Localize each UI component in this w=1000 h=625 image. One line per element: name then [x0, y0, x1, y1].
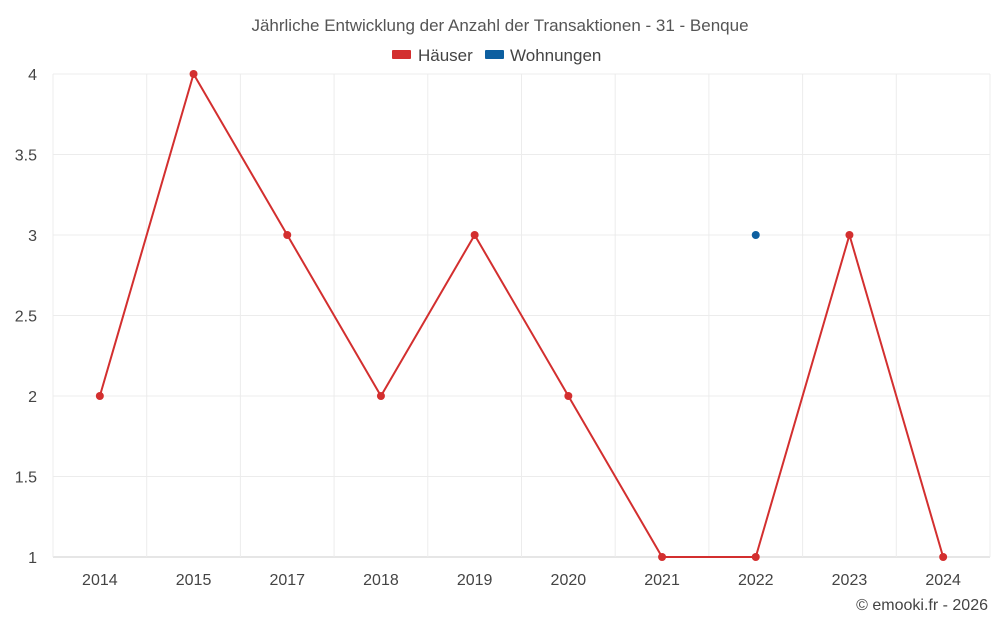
x-tick-label: 2020: [551, 572, 587, 589]
x-tick-label: 2021: [644, 572, 680, 589]
y-tick-label: 1.5: [15, 470, 37, 487]
data-point[interactable]: [95, 392, 104, 400]
series: [95, 70, 948, 561]
series-line: [98, 73, 945, 558]
x-tick-label: 2014: [82, 572, 118, 589]
data-point[interactable]: [658, 553, 667, 561]
data-point[interactable]: [939, 553, 948, 561]
data-point[interactable]: [845, 231, 854, 239]
y-tick-label: 3: [28, 228, 37, 245]
x-axis-ticks: 2014 2015 2017 2018 2019 2020 2021 2022 2023 2024: [82, 572, 961, 589]
data-point[interactable]: [376, 392, 385, 400]
legend-swatch-wohnungen: [485, 50, 504, 59]
y-tick-label: 4: [28, 67, 37, 84]
y-tick-label: 2.5: [15, 309, 37, 326]
data-point[interactable]: [470, 231, 479, 239]
legend-label-wohnungen: Wohnungen: [510, 46, 601, 65]
legend: Häuser Wohnungen: [392, 46, 601, 65]
chart-title: Jährliche Entwicklung der Anzahl der Tra…: [251, 16, 748, 35]
credit-text: © emooki.fr - 2026: [856, 597, 988, 614]
data-point[interactable]: [564, 392, 573, 400]
x-tick-label: 2017: [269, 572, 305, 589]
data-point[interactable]: [751, 231, 760, 239]
x-tick-label: 2024: [925, 572, 961, 589]
data-point[interactable]: [751, 553, 760, 561]
x-tick-label: 2023: [832, 572, 868, 589]
series-1: [751, 231, 760, 239]
legend-item-haeuser[interactable]: Häuser: [392, 46, 473, 65]
y-tick-label: 1: [28, 550, 37, 567]
x-tick-label: 2018: [363, 572, 399, 589]
x-tick-label: 2015: [176, 572, 212, 589]
legend-item-wohnungen[interactable]: Wohnungen: [485, 46, 601, 65]
series-0: [95, 70, 948, 561]
legend-label-haeuser: Häuser: [418, 46, 473, 65]
legend-swatch-haeuser: [392, 50, 411, 59]
data-point[interactable]: [189, 70, 198, 78]
y-tick-label: 3.5: [15, 148, 37, 165]
x-tick-label: 2019: [457, 572, 493, 589]
y-axis-ticks: 1 1.5 2 2.5 3 3.5 4: [15, 67, 37, 567]
data-point[interactable]: [283, 231, 292, 239]
x-tick-label: 2022: [738, 572, 774, 589]
y-tick-label: 2: [28, 389, 37, 406]
